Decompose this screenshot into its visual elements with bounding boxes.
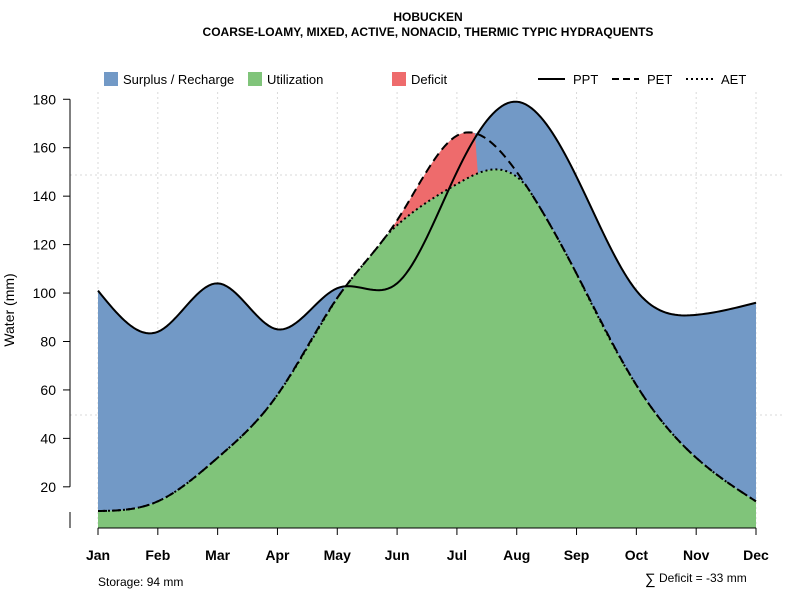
x-tick-label-jan: Jan [86,547,110,563]
surplus-recharge-area [98,101,756,512]
y-tick-label-40: 40 [40,430,56,446]
chart-title: HOBUCKEN [393,10,462,24]
x-tick-label-dec: Dec [743,547,769,563]
y-axis-label: Water (mm) [1,273,17,346]
y-tick-label-180: 180 [33,91,57,107]
legend-label-2: Deficit [411,72,448,87]
x-tick-label-sep: Sep [564,547,590,563]
y-tick-label-140: 140 [33,188,57,204]
deficit-annotation: Deficit = -33 mm [659,571,747,585]
x-tick-label-oct: Oct [625,547,649,563]
y-tick-label-60: 60 [40,382,56,398]
legend-swatch-2 [392,72,406,86]
deficit-sum-symbol: ∑ [645,571,656,588]
legend-swatch-1 [248,72,262,86]
legend-line-label-aet: AET [721,72,746,87]
y-tick-label-20: 20 [40,479,56,495]
x-tick-label-feb: Feb [145,547,170,563]
y-tick-label-80: 80 [40,333,56,349]
chart-subtitle: COARSE-LOAMY, MIXED, ACTIVE, NONACID, TH… [203,25,654,39]
area-layer [98,101,756,528]
series-line-ppt [97,100,757,335]
x-tick-label-aug: Aug [503,547,530,563]
x-tick-label-may: May [324,547,351,563]
y-tick-label-120: 120 [33,237,57,253]
x-tick-label-nov: Nov [683,547,710,563]
x-tick-label-jul: Jul [447,547,467,563]
x-tick-label-jun: Jun [385,547,410,563]
y-tick-label-160: 160 [33,140,57,156]
series-line-pet [97,131,757,513]
legend-line-label-ppt: PPT [573,72,598,87]
legend-line-label-pet: PET [647,72,672,87]
storage-annotation: Storage: 94 mm [98,575,183,589]
y-tick-label-100: 100 [33,285,57,301]
legend: Surplus / Recharge Utilization Deficit PPT P… [104,72,746,87]
x-tick-label-mar: Mar [205,547,230,563]
legend-swatch-0 [104,72,118,86]
legend-label-0: Surplus / Recharge [123,72,234,87]
legend-label-1: Utilization [267,72,323,87]
x-tick-label-apr: Apr [265,547,290,563]
line-layer [97,100,757,513]
utilization-area [98,169,756,528]
axis-layer: 20 40 60 80 100 120 140 160 180 Jan Feb Mar Apr May Ju… [33,91,769,563]
